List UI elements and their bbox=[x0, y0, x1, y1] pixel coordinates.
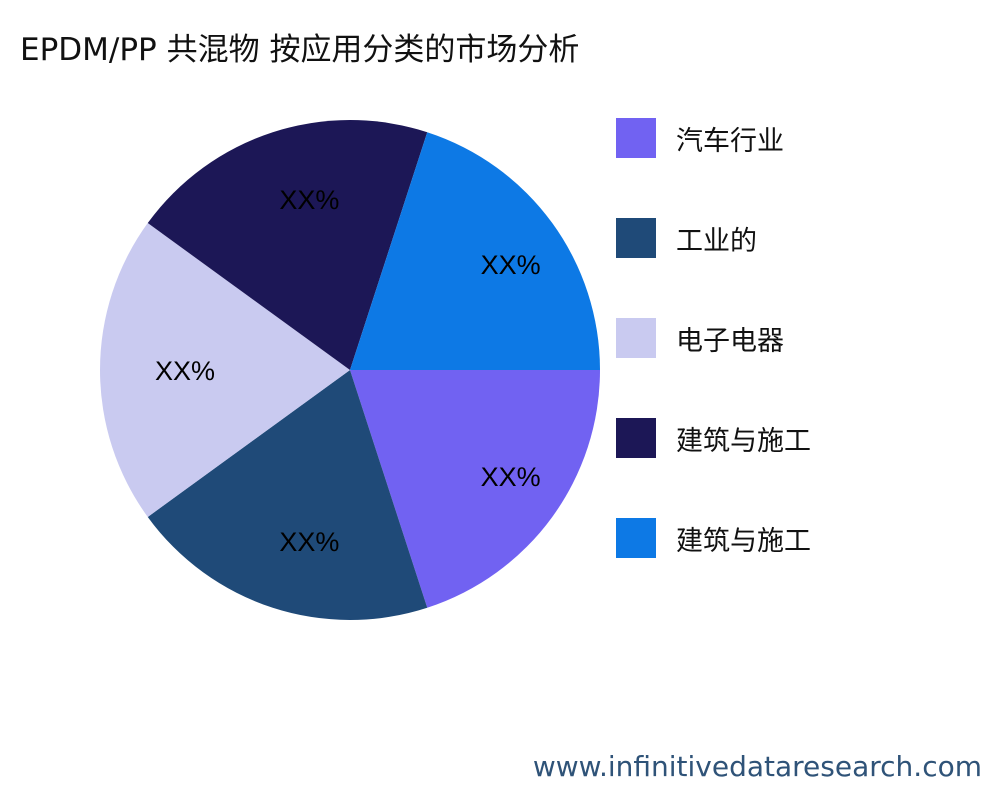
legend-item: 汽车行业 bbox=[616, 118, 811, 158]
pie-slice bbox=[350, 370, 600, 608]
legend-label: 汽车行业 bbox=[676, 125, 784, 157]
pie-slice bbox=[350, 132, 600, 370]
legend-swatch bbox=[616, 318, 656, 358]
legend-swatch bbox=[616, 418, 656, 458]
legend-label: 建筑与施工 bbox=[676, 425, 811, 457]
legend-label: 电子电器 bbox=[676, 325, 784, 357]
watermark: www.infinitivedataresearch.com bbox=[532, 750, 982, 783]
legend-item: 建筑与施工 bbox=[616, 418, 811, 458]
slice-data-label: XX% bbox=[481, 462, 541, 492]
legend-item: 电子电器 bbox=[616, 318, 811, 358]
legend-label: 建筑与施工 bbox=[676, 525, 811, 557]
legend-label: 工业的 bbox=[676, 225, 757, 257]
pie-slice bbox=[147, 370, 428, 620]
legend-swatch bbox=[616, 218, 656, 258]
slice-data-label: XX% bbox=[481, 250, 541, 280]
legend: 汽车行业 工业的 电子电器 建筑与施工 建筑与施工 bbox=[616, 118, 811, 618]
legend-item: 建筑与施工 bbox=[616, 518, 811, 558]
legend-swatch bbox=[616, 518, 656, 558]
chart-title: EPDM/PP 共混物 按应用分类的市场分析 bbox=[20, 32, 580, 68]
slice-data-label: XX% bbox=[279, 527, 339, 557]
legend-swatch bbox=[616, 118, 656, 158]
slice-data-label: XX% bbox=[155, 356, 215, 386]
legend-item: 工业的 bbox=[616, 218, 811, 258]
pie-slice bbox=[147, 120, 428, 370]
pie-slice bbox=[100, 223, 350, 517]
slice-data-label: XX% bbox=[279, 185, 339, 215]
